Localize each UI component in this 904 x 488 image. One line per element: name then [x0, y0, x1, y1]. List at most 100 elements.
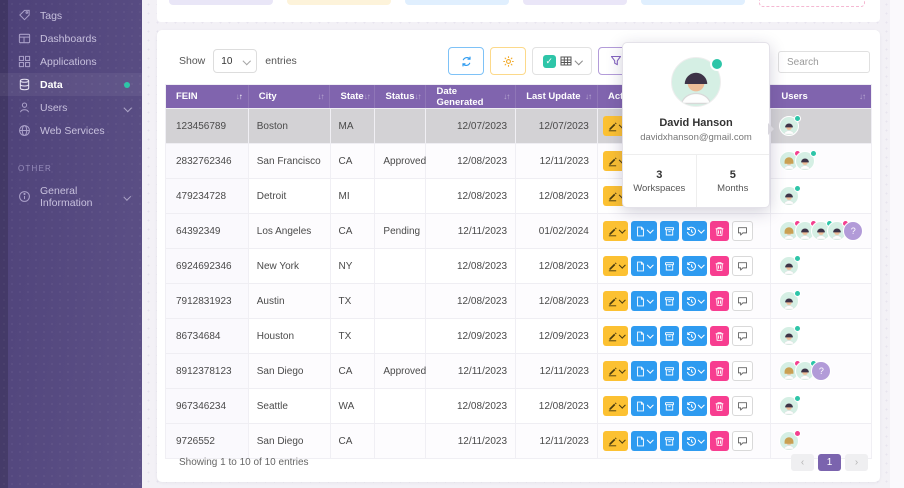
document-button[interactable] [631, 291, 657, 311]
sidebar-item-label: Dashboards [40, 32, 97, 45]
user-avatar[interactable] [795, 150, 818, 171]
pagination-prev-button[interactable]: ‹ [791, 454, 814, 471]
edit-button[interactable] [602, 326, 629, 346]
user-avatar[interactable] [779, 430, 802, 451]
cell-state: CA [331, 424, 376, 458]
sidebar-item-dashboards[interactable]: Dashboards [0, 27, 142, 50]
archive-button[interactable] [659, 326, 679, 346]
archive-button[interactable] [659, 221, 679, 241]
sidebar-item-users[interactable]: Users [0, 96, 142, 119]
cell-state: MI [331, 179, 376, 213]
table-row[interactable]: 86734684 Houston TX 12/09/2023 12/09/2023 [166, 318, 871, 353]
delete-button[interactable] [710, 221, 730, 241]
document-button[interactable] [631, 326, 657, 346]
archive-button[interactable] [659, 256, 679, 276]
trash-icon [714, 401, 725, 412]
column-header-state[interactable]: State ↓↑ [330, 85, 376, 108]
history-button[interactable] [681, 291, 708, 311]
user-avatar[interactable] [779, 185, 802, 206]
funnel-icon [610, 55, 622, 67]
cell-last-update: 12/08/2023 [516, 284, 598, 318]
cell-users: ? [771, 214, 871, 248]
history-button[interactable] [681, 431, 708, 451]
comment-button[interactable] [732, 396, 754, 416]
globe-icon [18, 124, 31, 137]
pagination-page-1[interactable]: 1 [818, 454, 841, 471]
delete-button[interactable] [710, 256, 730, 276]
column-header-city[interactable]: City ↓↑ [249, 85, 331, 108]
document-button[interactable] [631, 221, 657, 241]
refresh-button[interactable] [448, 47, 484, 75]
archive-button[interactable] [659, 361, 679, 381]
user-avatar[interactable] [779, 395, 802, 416]
delete-button[interactable] [710, 326, 730, 346]
document-button[interactable] [631, 396, 657, 416]
cell-status [375, 389, 427, 423]
history-button[interactable] [681, 361, 708, 381]
more-users-badge[interactable]: ? [843, 221, 864, 241]
table-row[interactable]: 9726552 San Diego CA 12/11/2023 12/11/2023 [166, 423, 871, 458]
delete-button[interactable] [710, 291, 730, 311]
user-avatar[interactable] [779, 290, 802, 311]
column-header-status[interactable]: Status ↓↑ [375, 85, 427, 108]
table-row[interactable]: 64392349 Los Angeles CA Pending 12/11/2023 01… [166, 213, 871, 248]
comment-button[interactable] [732, 256, 754, 276]
stat-card-stub [641, 0, 745, 5]
comment-button[interactable] [732, 221, 754, 241]
more-users-badge[interactable]: ? [811, 361, 832, 381]
trash-icon [714, 366, 725, 377]
cell-fein: 123456789 [166, 109, 249, 143]
archive-button[interactable] [659, 291, 679, 311]
history-button[interactable] [681, 396, 708, 416]
comment-button[interactable] [732, 291, 754, 311]
pagination-next-button[interactable]: › [845, 454, 868, 471]
sidebar-item-general-information[interactable]: General Information [0, 185, 142, 209]
edit-button[interactable] [602, 431, 629, 451]
user-avatar[interactable] [779, 115, 802, 136]
search-input[interactable] [778, 51, 870, 73]
status-dot-pink [794, 430, 802, 437]
history-button[interactable] [681, 256, 708, 276]
sidebar-item-tags[interactable]: Tags [0, 4, 142, 27]
edit-button[interactable] [602, 361, 629, 381]
user-avatar[interactable] [779, 325, 802, 346]
settings-button[interactable] [490, 47, 526, 75]
comment-button[interactable] [732, 431, 754, 451]
delete-button[interactable] [710, 431, 730, 451]
pencil-icon [607, 191, 618, 202]
table-row[interactable]: 7912831923 Austin TX 12/08/2023 12/08/2023 [166, 283, 871, 318]
comment-button[interactable] [732, 361, 754, 381]
sidebar-item-data[interactable]: Data [0, 73, 142, 96]
document-button[interactable] [631, 431, 657, 451]
history-icon [686, 331, 697, 342]
history-button[interactable] [681, 326, 708, 346]
edit-button[interactable] [602, 256, 629, 276]
edit-button[interactable] [602, 186, 629, 206]
sidebar-item-applications[interactable]: Applications [0, 50, 142, 73]
table-row[interactable]: 8912378123 San Diego CA Approved 12/11/2023 1… [166, 353, 871, 388]
comment-button[interactable] [732, 326, 754, 346]
edit-button[interactable] [602, 396, 629, 416]
column-header-users[interactable]: Users ↓↑ [771, 85, 871, 108]
gear-icon [502, 55, 515, 68]
user-avatar[interactable] [779, 255, 802, 276]
column-header-last-update[interactable]: Last Update ↓↑ [516, 85, 598, 108]
sidebar-item-web-services[interactable]: Web Services [0, 119, 142, 142]
document-button[interactable] [631, 256, 657, 276]
table-row[interactable]: 967346234 Seattle WA 12/08/2023 12/08/2023 [166, 388, 871, 423]
archive-button[interactable] [659, 396, 679, 416]
edit-button[interactable] [602, 221, 629, 241]
column-header-date-generated[interactable]: Date Generated ↓↑ [426, 85, 517, 108]
delete-button[interactable] [710, 361, 730, 381]
column-header-fein[interactable]: FEIN ↓↑ [166, 85, 249, 108]
chevron-down-icon [647, 436, 654, 443]
edit-button[interactable] [602, 291, 629, 311]
edit-button[interactable] [602, 116, 629, 136]
document-button[interactable] [631, 361, 657, 381]
column-visibility-button[interactable]: ✓ [532, 47, 592, 75]
delete-button[interactable] [710, 396, 730, 416]
table-row[interactable]: 6924692346 New York NY 12/08/2023 12/08/2023 [166, 248, 871, 283]
history-button[interactable] [681, 221, 708, 241]
page-size-select[interactable]: 10 [213, 49, 258, 73]
archive-button[interactable] [659, 431, 679, 451]
